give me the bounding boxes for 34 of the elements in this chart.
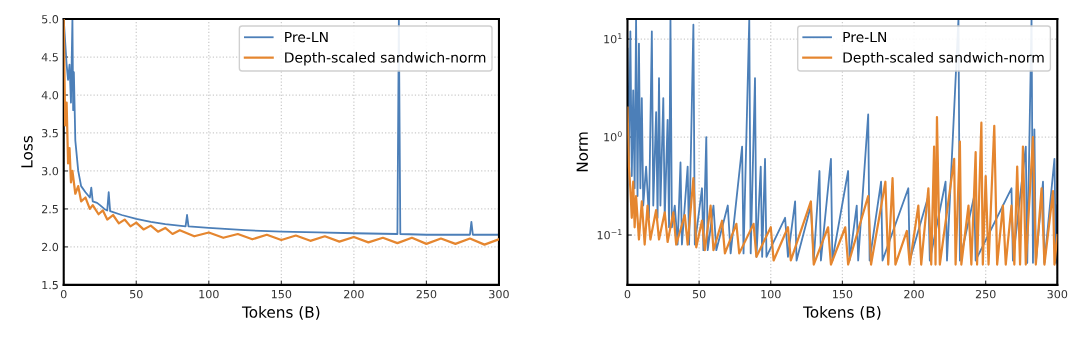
y-tick-label: 10$^{0}$ <box>604 131 622 142</box>
x-tick-label: 50 <box>130 289 143 299</box>
x-tick-label: 200 <box>344 289 364 299</box>
line-series <box>627 106 1058 266</box>
x-tick-label: 100 <box>199 289 219 299</box>
legend-label: Pre-LN <box>285 31 328 43</box>
y-tick-label: 10$^{1}$ <box>604 33 622 44</box>
x-tick-label: 300 <box>489 289 509 299</box>
x-tick-label: 0 <box>624 289 631 299</box>
y-tick-label: 3.5 <box>42 128 58 138</box>
x-axis-title: Tokens (B) <box>803 306 881 320</box>
x-tick-label: 250 <box>416 289 437 299</box>
x-tick-label: 200 <box>904 289 924 299</box>
x-tick-label: 150 <box>833 289 853 299</box>
legend-label: Depth-scaled sandwich-norm <box>843 51 1044 66</box>
y-axis-title: Loss <box>21 135 33 168</box>
x-axis-title: Tokens (B) <box>241 306 320 320</box>
x-tick-label: 50 <box>692 289 706 299</box>
y-tick-label: 3.0 <box>42 166 59 176</box>
y-tick-label: 2.0 <box>42 242 59 252</box>
x-tick-label: 300 <box>1047 289 1068 299</box>
y-axis-title: Norm <box>576 132 588 172</box>
y-tick-label: 5.0 <box>42 15 59 24</box>
legend-label: Pre-LN <box>843 31 887 43</box>
x-tick-label: 0 <box>60 289 67 299</box>
x-tick-label: 100 <box>761 289 781 299</box>
y-tick-label: 4.5 <box>41 53 58 62</box>
x-tick-label: 250 <box>975 289 996 299</box>
x-tick-label: 150 <box>271 289 292 299</box>
y-tick-label: 2.5 <box>42 204 58 214</box>
y-tick-label: 4.0 <box>41 90 59 100</box>
y-tick-label: 1.5 <box>42 280 58 290</box>
y-tick-label: 10$^{−1}$ <box>597 229 622 240</box>
legend-label: Depth-scaled sandwich-norm <box>285 51 486 66</box>
